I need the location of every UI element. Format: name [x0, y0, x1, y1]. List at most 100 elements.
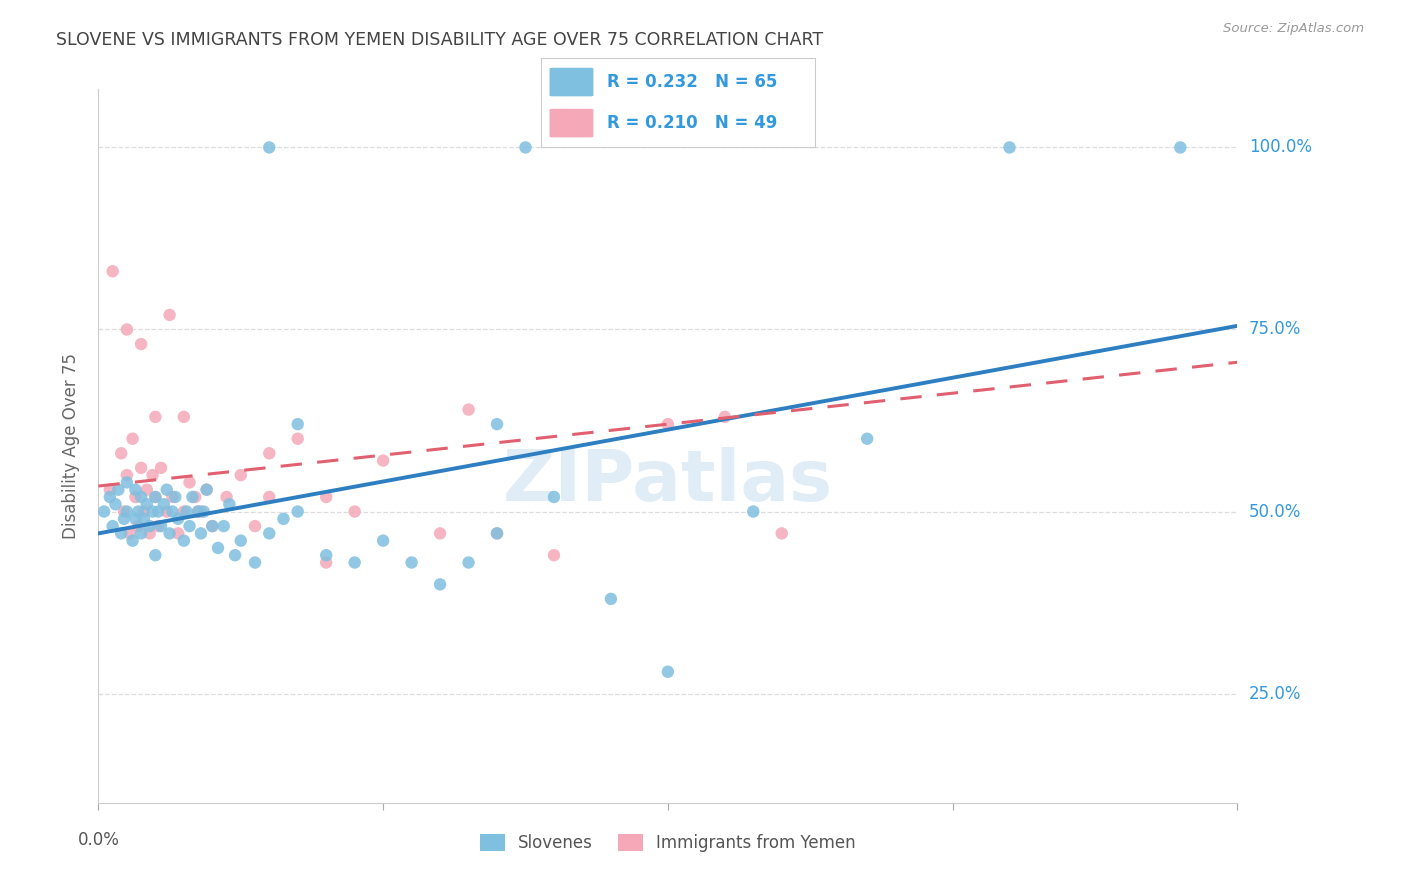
- Point: [315, 490, 337, 504]
- Point: [98, 490, 121, 504]
- Text: 50.0%: 50.0%: [1249, 502, 1301, 521]
- Point: [429, 577, 451, 591]
- Point: [401, 556, 423, 570]
- Point: [115, 504, 138, 518]
- Point: [259, 140, 281, 154]
- Point: [173, 504, 195, 518]
- Point: [159, 308, 181, 322]
- Point: [98, 483, 121, 497]
- Point: [195, 483, 218, 497]
- Point: [118, 526, 141, 541]
- Point: [124, 483, 146, 497]
- Point: [141, 504, 163, 518]
- Point: [657, 665, 679, 679]
- Point: [129, 490, 152, 504]
- Point: [150, 460, 173, 475]
- Text: 0.0%: 0.0%: [77, 831, 120, 849]
- Point: [714, 409, 737, 424]
- Point: [162, 490, 184, 504]
- Point: [457, 402, 479, 417]
- Point: [112, 504, 135, 518]
- Point: [156, 504, 179, 518]
- Point: [104, 497, 127, 511]
- Text: ZIPatlas: ZIPatlas: [503, 447, 832, 516]
- Point: [187, 504, 209, 518]
- Point: [132, 504, 155, 518]
- Point: [315, 548, 337, 562]
- Point: [145, 548, 167, 562]
- Point: [124, 512, 146, 526]
- Point: [229, 533, 252, 548]
- Point: [515, 140, 537, 154]
- Text: SLOVENE VS IMMIGRANTS FROM YEMEN DISABILITY AGE OVER 75 CORRELATION CHART: SLOVENE VS IMMIGRANTS FROM YEMEN DISABIL…: [56, 31, 824, 49]
- Point: [229, 468, 252, 483]
- Point: [145, 490, 167, 504]
- Point: [115, 468, 138, 483]
- Point: [457, 556, 479, 570]
- Point: [243, 556, 266, 570]
- Point: [156, 483, 179, 497]
- Point: [167, 526, 190, 541]
- Point: [218, 497, 240, 511]
- Point: [373, 533, 395, 548]
- Text: R = 0.210   N = 49: R = 0.210 N = 49: [607, 114, 778, 132]
- Point: [179, 475, 201, 490]
- Point: [129, 337, 152, 351]
- Point: [273, 512, 295, 526]
- Point: [101, 519, 124, 533]
- Point: [138, 526, 160, 541]
- Point: [856, 432, 879, 446]
- Point: [343, 556, 366, 570]
- Point: [159, 526, 181, 541]
- Point: [129, 526, 152, 541]
- Point: [165, 490, 187, 504]
- Point: [224, 548, 246, 562]
- Point: [121, 432, 143, 446]
- Point: [600, 591, 623, 606]
- Point: [145, 490, 167, 504]
- Point: [101, 264, 124, 278]
- Point: [173, 533, 195, 548]
- Point: [486, 526, 509, 541]
- Point: [115, 322, 138, 336]
- Point: [287, 504, 309, 518]
- Point: [179, 519, 201, 533]
- Point: [107, 483, 129, 497]
- Point: [124, 490, 146, 504]
- Point: [148, 519, 170, 533]
- Text: 75.0%: 75.0%: [1249, 320, 1301, 338]
- Point: [201, 519, 224, 533]
- Point: [115, 475, 138, 490]
- Point: [201, 519, 224, 533]
- Text: R = 0.232   N = 65: R = 0.232 N = 65: [607, 73, 778, 91]
- Point: [215, 490, 238, 504]
- Point: [998, 140, 1021, 154]
- Point: [373, 453, 395, 467]
- Point: [543, 548, 565, 562]
- Point: [110, 526, 132, 541]
- Point: [93, 504, 115, 518]
- Point: [212, 519, 235, 533]
- Point: [486, 526, 509, 541]
- Text: 100.0%: 100.0%: [1249, 138, 1312, 156]
- Point: [181, 490, 204, 504]
- Point: [176, 504, 198, 518]
- Point: [187, 504, 209, 518]
- Point: [259, 446, 281, 460]
- Point: [657, 417, 679, 432]
- Text: 25.0%: 25.0%: [1249, 684, 1301, 703]
- Point: [127, 519, 149, 533]
- Point: [195, 483, 218, 497]
- Point: [138, 519, 160, 533]
- Point: [543, 490, 565, 504]
- Point: [1170, 140, 1192, 154]
- FancyBboxPatch shape: [550, 68, 593, 96]
- Point: [173, 409, 195, 424]
- Point: [429, 526, 451, 541]
- FancyBboxPatch shape: [550, 109, 593, 137]
- Point: [259, 526, 281, 541]
- Legend: Slovenes, Immigrants from Yemen: Slovenes, Immigrants from Yemen: [472, 827, 863, 859]
- Point: [135, 497, 157, 511]
- Point: [287, 432, 309, 446]
- Point: [153, 497, 176, 511]
